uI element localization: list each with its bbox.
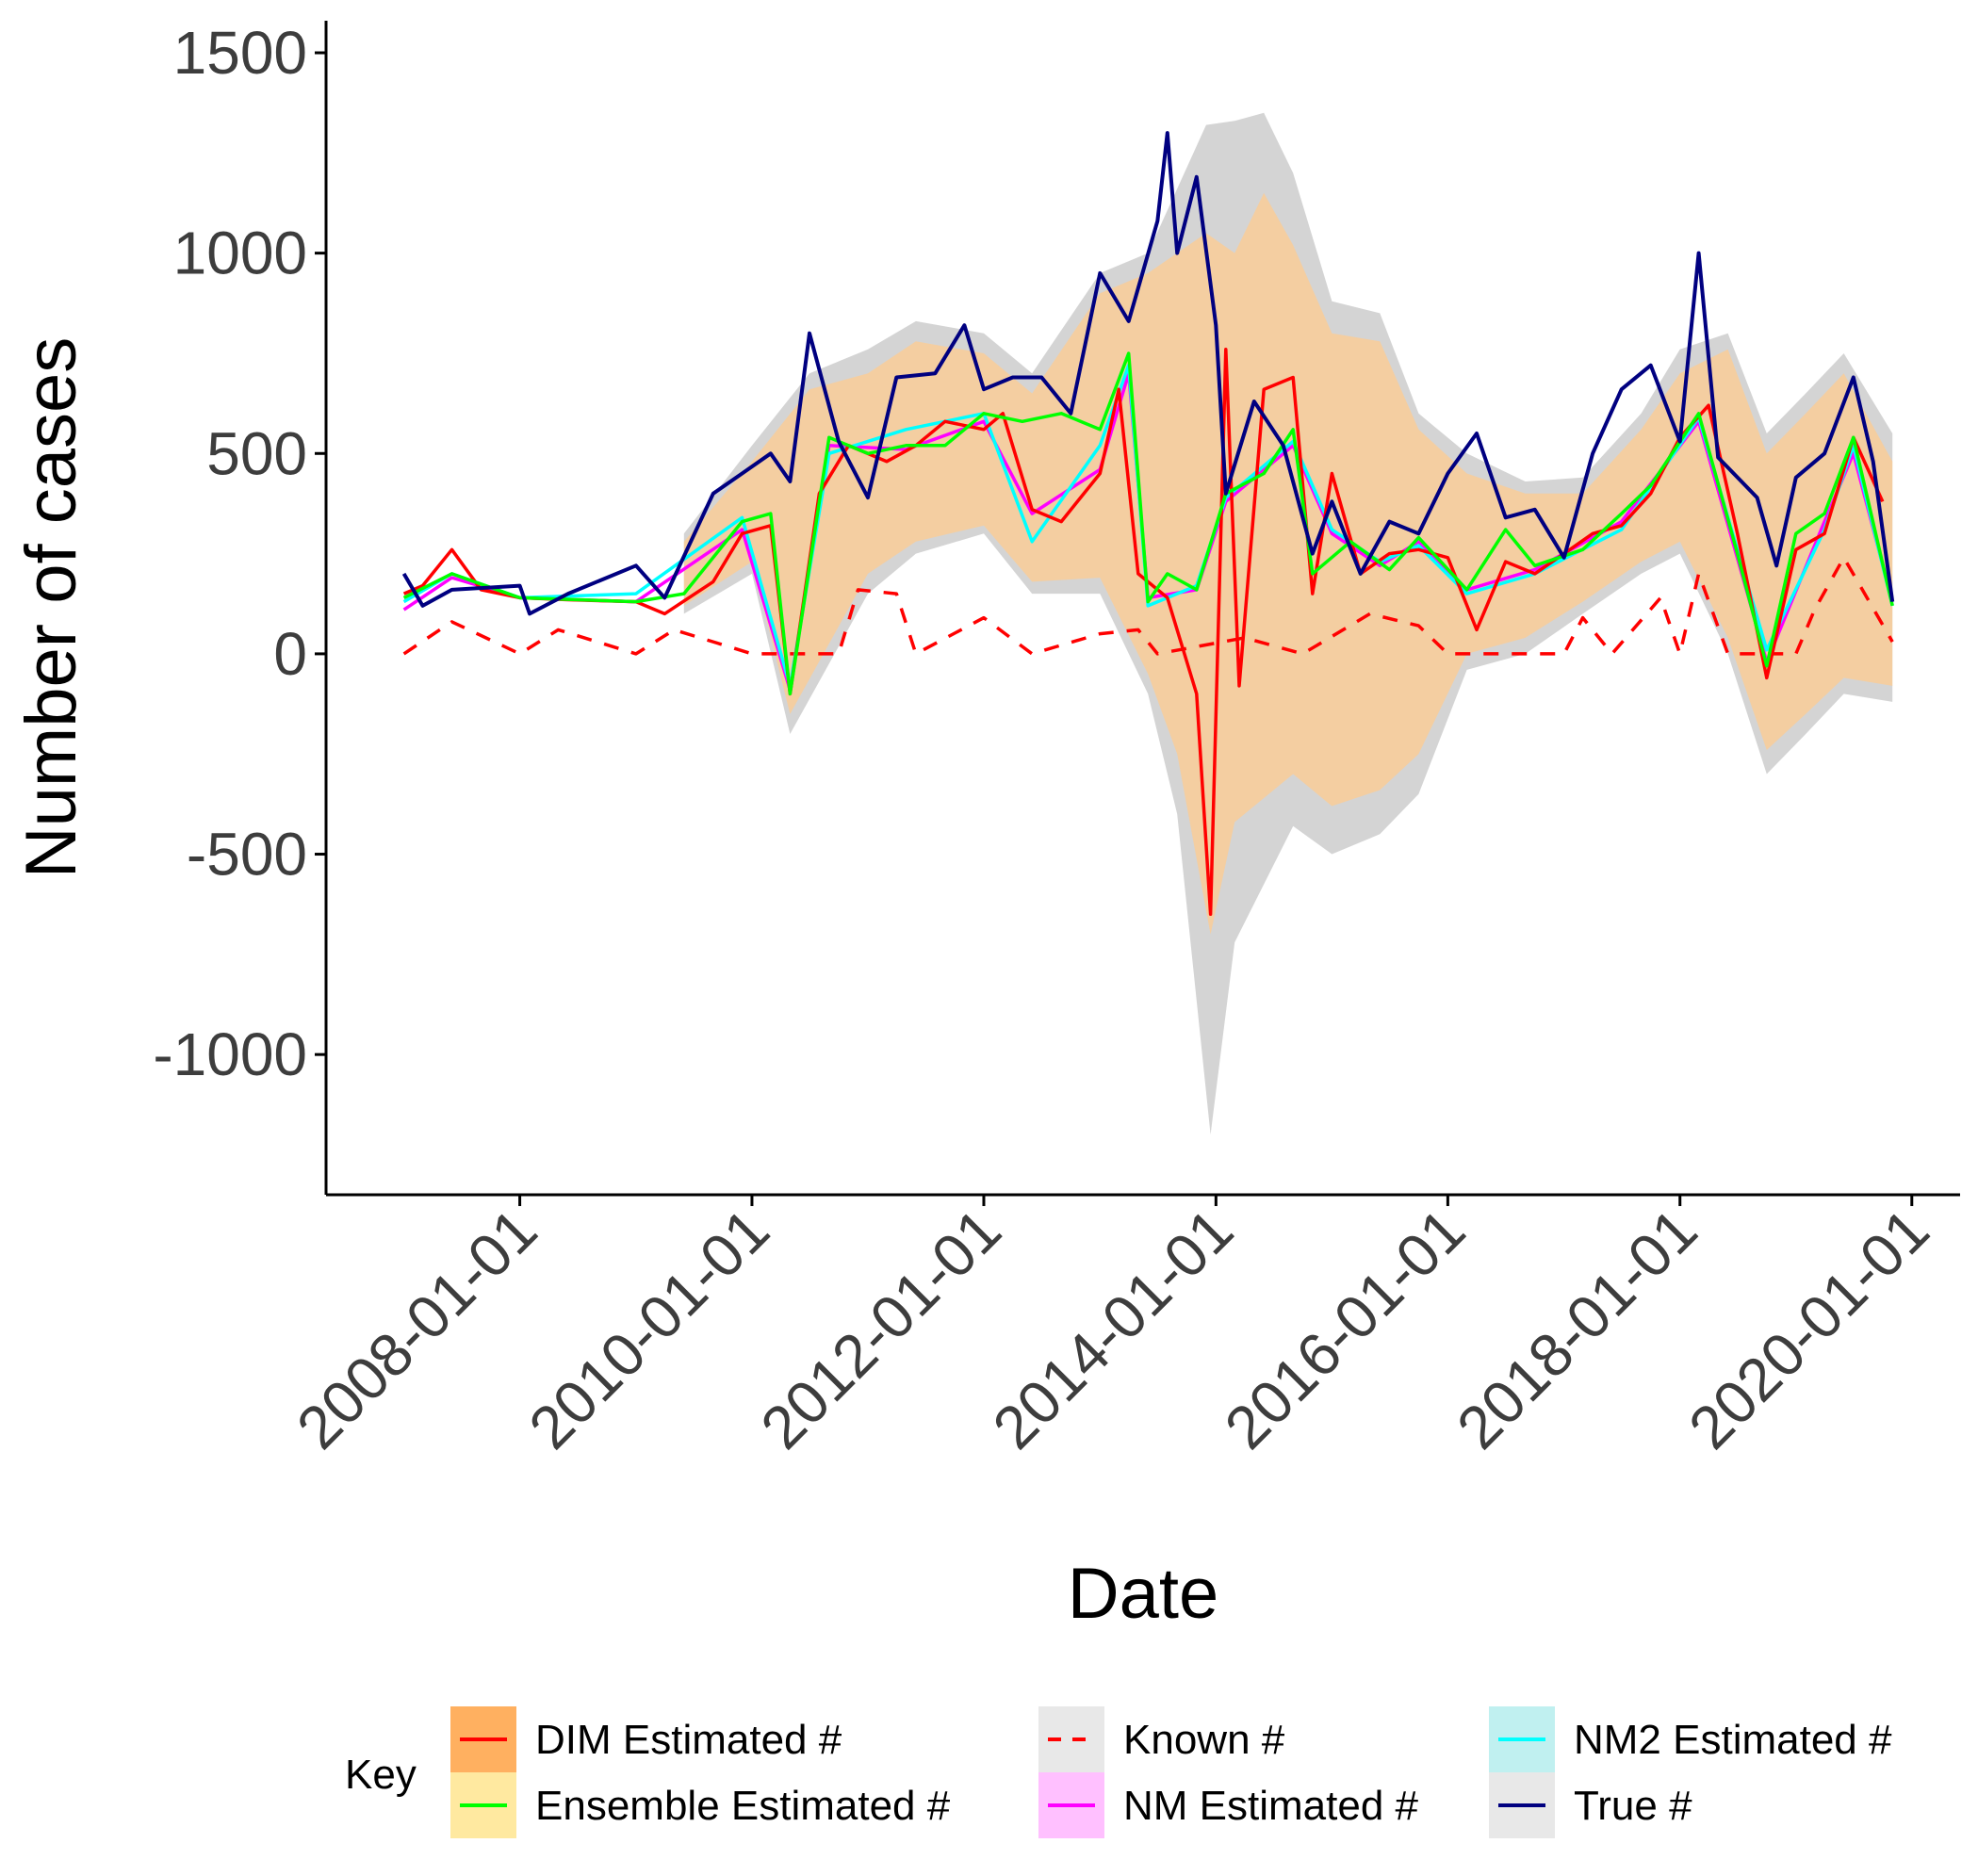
legend-label: Known # — [1123, 1717, 1285, 1763]
x-tick-label: 2012-01-01 — [747, 1196, 1013, 1461]
legend-label: NM Estimated # — [1123, 1783, 1419, 1829]
x-axis-title: Date — [1068, 1554, 1219, 1634]
legend-label: Ensemble Estimated # — [535, 1783, 951, 1829]
legend-label: DIM Estimated # — [535, 1717, 842, 1763]
legend-item-nm2-estimated: NM2 Estimated # — [1489, 1706, 1892, 1772]
y-tick-label: -500 — [187, 821, 307, 889]
series-line-true — [401, 131, 1895, 616]
x-tick-label: 2014-01-01 — [980, 1196, 1246, 1461]
legend-label: NM2 Estimated # — [1574, 1717, 1892, 1763]
confidence-bands — [683, 112, 1893, 1135]
y-tick-label: 1500 — [173, 19, 307, 87]
y-tick-label: 1000 — [173, 220, 307, 287]
x-tick-label: 2016-01-01 — [1212, 1196, 1478, 1461]
legend-title: Key — [345, 1752, 417, 1798]
y-tick-label: 0 — [273, 620, 307, 688]
y-tick-label: -1000 — [153, 1020, 307, 1088]
x-axis-ticks: 2008-01-012010-01-012012-01-012014-01-01… — [284, 1195, 1942, 1461]
legend-item-known: Known # — [1038, 1706, 1285, 1772]
legend-label: True # — [1574, 1783, 1692, 1829]
legend-items: DIM Estimated # Ensemble Estimated # Known… — [450, 1706, 1892, 1838]
legend-item-nm-estimated: NM Estimated # — [1038, 1772, 1419, 1838]
legend-item-true: True # — [1489, 1772, 1692, 1838]
y-tick-label: 500 — [206, 419, 307, 487]
x-tick-label: 2008-01-01 — [284, 1196, 549, 1461]
y-axis-ticks: -1000 -500 0 500 1000 1500 — [153, 19, 326, 1088]
x-tick-label: 2020-01-01 — [1676, 1196, 1941, 1461]
orange-interval-band — [683, 192, 1893, 935]
x-tick-label: 2010-01-01 — [515, 1196, 781, 1461]
series-lines — [401, 131, 1895, 917]
legend-item-ensemble-estimated: Ensemble Estimated # — [450, 1772, 951, 1838]
legend: Key DIM Estimated # Ensemble Estimated # K… — [345, 1706, 1892, 1838]
y-axis-title: Number of cases — [11, 337, 91, 878]
legend-item-dim-estimated: DIM Estimated # — [450, 1706, 842, 1772]
x-tick-label: 2018-01-01 — [1444, 1196, 1709, 1461]
series-line-ensemble-estimated — [402, 351, 1894, 696]
series-line-dim-estimated — [402, 347, 1885, 917]
series-line-known — [402, 556, 1894, 656]
